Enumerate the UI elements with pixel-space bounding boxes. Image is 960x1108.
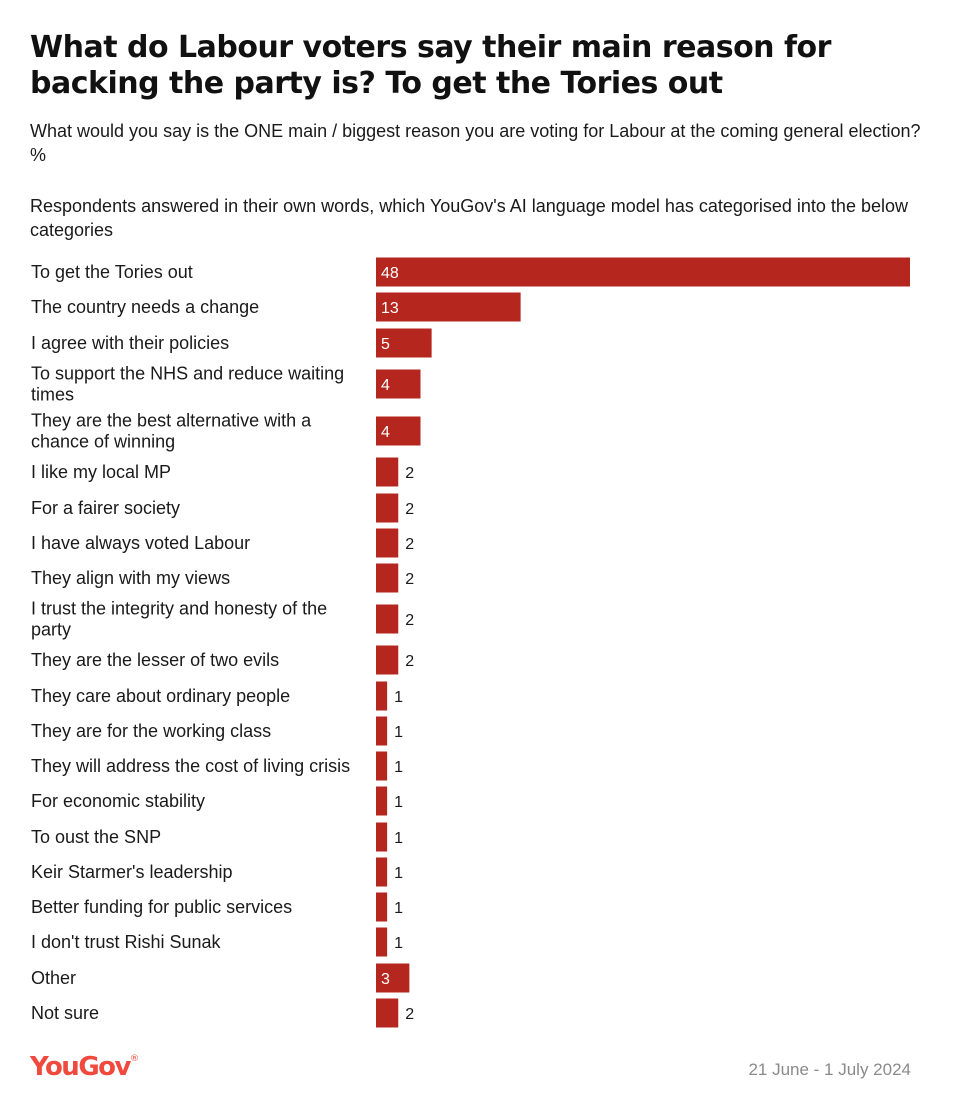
category-label-for-a-fairer-society: For a fairer society xyxy=(31,498,180,518)
bar-keir-starmer-s-leadership xyxy=(376,857,388,887)
category-label-keir-starmer-s-leadership: Keir Starmer's leadership xyxy=(31,862,233,882)
value-label-i-trust-the-integrity-and-honesty-of-the-party: 2 xyxy=(405,612,414,629)
bar-i-don-t-trust-rishi-sunak xyxy=(376,927,388,957)
value-label-to-support-the-nhs-and-reduce-waiting-times: 4 xyxy=(381,377,390,394)
category-label-to-get-the-tories-out: To get the Tories out xyxy=(31,262,193,282)
fieldwork-dates: 21 June - 1 July 2024 xyxy=(748,1060,911,1079)
value-label-for-a-fairer-society: 2 xyxy=(405,501,414,518)
bar-they-align-with-my-views xyxy=(376,563,399,593)
bar-for-a-fairer-society xyxy=(376,493,399,523)
category-label-better-funding-for-public-services: Better funding for public services xyxy=(31,897,292,917)
chart-subtitle: What would you say is the ONE main / big… xyxy=(30,121,921,165)
yougov-logo: YouGov® xyxy=(30,1052,139,1082)
brand-name: YouGov xyxy=(30,1052,131,1082)
category-label-they-are-the-best-alternative-with-a-chance-of-winning: They are the best alternative with a chan… xyxy=(31,411,312,452)
bar-to-get-the-tories-out xyxy=(376,257,910,287)
category-label-i-like-my-local-mp: I like my local MP xyxy=(31,462,171,482)
bar-i-like-my-local-mp xyxy=(376,457,399,487)
value-label-i-like-my-local-mp: 2 xyxy=(405,465,414,482)
bar-the-country-needs-a-change xyxy=(376,292,521,322)
chart-title: What do Labour voters say their main rea… xyxy=(30,30,831,101)
brand-mark: ® xyxy=(129,1054,139,1064)
category-label-they-align-with-my-views: They align with my views xyxy=(31,568,230,588)
category-label-to-oust-the-snp: To oust the SNP xyxy=(31,827,161,847)
value-label-keir-starmer-s-leadership: 1 xyxy=(394,865,403,882)
value-label-they-are-the-lesser-of-two-evils: 2 xyxy=(405,653,414,670)
value-label-not-sure: 2 xyxy=(405,1006,414,1023)
category-label-they-will-address-the-cost-of-living-crisis: They will address the cost of living cri… xyxy=(31,756,350,776)
value-label-they-are-the-best-alternative-with-a-chance-of-winning: 4 xyxy=(381,424,390,441)
category-label-the-country-needs-a-change: The country needs a change xyxy=(31,297,259,317)
value-label-i-agree-with-their-policies: 5 xyxy=(381,336,390,353)
value-label-for-economic-stability: 1 xyxy=(394,794,403,811)
value-label-other: 3 xyxy=(381,971,390,988)
value-label-i-don-t-trust-rishi-sunak: 1 xyxy=(394,935,403,952)
bar-they-are-the-lesser-of-two-evils xyxy=(376,645,399,675)
bar-they-will-address-the-cost-of-living-crisis xyxy=(376,751,388,781)
value-label-they-align-with-my-views: 2 xyxy=(405,571,414,588)
category-label-they-are-the-lesser-of-two-evils: They are the lesser of two evils xyxy=(31,650,279,670)
category-label-to-support-the-nhs-and-reduce-waiting-times: To support the NHS and reduce waiting tim… xyxy=(31,364,344,405)
category-label-i-have-always-voted-labour: I have always voted Labour xyxy=(31,533,250,553)
category-label-they-care-about-ordinary-people: They care about ordinary people xyxy=(31,686,290,706)
bar-to-support-the-nhs-and-reduce-waiting-times xyxy=(376,369,421,399)
bar-for-economic-stability xyxy=(376,786,388,816)
bar-better-funding-for-public-services xyxy=(376,892,388,922)
bar-i-agree-with-their-policies xyxy=(376,328,432,358)
bar-i-have-always-voted-labour xyxy=(376,528,399,558)
bar-other xyxy=(376,963,410,993)
value-label-they-are-for-the-working-class: 1 xyxy=(394,724,403,741)
bar-they-are-the-best-alternative-with-a-chance-of-winning xyxy=(376,416,421,446)
value-label-better-funding-for-public-services: 1 xyxy=(394,900,403,917)
value-label-the-country-needs-a-change: 13 xyxy=(381,300,399,317)
value-label-they-care-about-ordinary-people: 1 xyxy=(394,689,403,706)
value-label-they-will-address-the-cost-of-living-crisis: 1 xyxy=(394,759,403,776)
value-label-to-oust-the-snp: 1 xyxy=(394,830,403,847)
category-label-i-don-t-trust-rishi-sunak: I don't trust Rishi Sunak xyxy=(31,932,222,952)
category-label-other: Other xyxy=(31,968,76,988)
value-label-to-get-the-tories-out: 48 xyxy=(381,265,399,282)
category-label-i-agree-with-their-policies: I agree with their policies xyxy=(31,333,229,353)
category-label-not-sure: Not sure xyxy=(31,1003,99,1023)
value-label-i-have-always-voted-labour: 2 xyxy=(405,536,414,553)
bar-i-trust-the-integrity-and-honesty-of-the-party xyxy=(376,604,399,634)
bar-they-are-for-the-working-class xyxy=(376,716,388,746)
bar-they-care-about-ordinary-people xyxy=(376,681,388,711)
chart-note: Respondents answered in their own words,… xyxy=(30,196,908,240)
category-label-i-trust-the-integrity-and-honesty-of-the-party: I trust the integrity and honesty of the… xyxy=(31,599,327,640)
bar-to-oust-the-snp xyxy=(376,822,388,852)
bar-not-sure xyxy=(376,998,399,1028)
category-label-for-economic-stability: For economic stability xyxy=(31,791,205,811)
category-label-they-are-for-the-working-class: They are for the working class xyxy=(31,721,271,741)
